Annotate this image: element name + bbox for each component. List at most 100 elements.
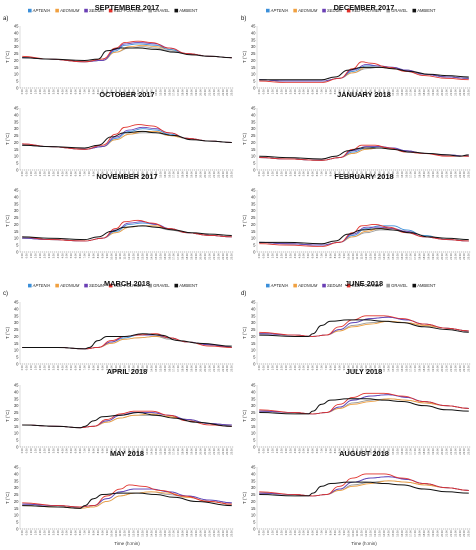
x-tick-label: 0:30	[262, 171, 266, 177]
x-tick-label: 22:00	[453, 253, 457, 260]
x-tick-label: 22:00	[453, 171, 457, 178]
y-tick-label: 10	[14, 154, 19, 159]
x-tick-label: 9:00	[100, 365, 104, 371]
legend-label: RED-POLYMER	[114, 283, 144, 288]
x-tick-label: 11:00	[118, 171, 122, 178]
y-tick-label: 10	[251, 431, 256, 436]
y-tick-label: 45	[251, 383, 256, 388]
y-tick-label: 5	[16, 438, 19, 443]
legend-swatch	[174, 8, 179, 13]
legend-swatch	[346, 283, 351, 288]
y-tick-label: 20	[14, 417, 19, 422]
x-tick-label: 18:00	[418, 253, 422, 260]
y-tick-label: 40	[14, 471, 19, 476]
y-tick-label: 30	[14, 485, 19, 490]
x-tick-label: 19:00	[427, 171, 431, 178]
x-tick-label: 14:00	[145, 253, 149, 260]
x-tick-label: 23:30	[230, 448, 234, 455]
x-tick-label: 12:30	[369, 530, 373, 537]
x-tick-label: 5:30	[69, 365, 73, 371]
x-tick-label: 7:00	[320, 365, 324, 371]
panel-label-d: d)	[241, 291, 246, 297]
series-line-aptenia	[259, 65, 469, 82]
x-tick-label: 4:00	[56, 448, 60, 454]
y-axis-label: T (°C)	[242, 214, 247, 227]
x-tick-label: 5:30	[69, 448, 73, 454]
x-tick-label: 10:30	[114, 365, 118, 372]
x-tick-label: 23:00	[462, 448, 466, 455]
x-tick-label: 6:00	[74, 253, 78, 259]
x-tick-label: 13:30	[141, 448, 145, 455]
legend-label: GRAVEL	[153, 283, 170, 288]
x-tick-label: 0:00	[257, 530, 261, 536]
x-tick-label: 4:00	[56, 365, 60, 371]
chart-title: JANUARY 2018	[337, 90, 391, 99]
x-tick-label: 17:30	[413, 365, 417, 372]
legend-swatch	[293, 8, 297, 13]
x-tick-label: 21:00	[444, 448, 448, 455]
x-tick-label: 11:00	[355, 89, 359, 96]
x-tick-label: 11:00	[355, 365, 359, 372]
y-tick-label: 10	[251, 72, 256, 77]
x-tick-label: 0:00	[20, 530, 24, 536]
x-tick-label: 0:30	[25, 253, 29, 259]
legend-label: RED-POLYMER	[352, 283, 382, 288]
x-tick-label: 12:30	[132, 448, 136, 455]
x-tick-label: 18:00	[181, 253, 185, 260]
x-tick-label: 23:00	[462, 530, 466, 537]
x-tick-label: 6:00	[74, 448, 78, 454]
x-tick-label: 9:30	[105, 365, 109, 371]
x-tick-label: 12:00	[127, 171, 131, 178]
x-tick-label: 0:30	[262, 253, 266, 259]
y-tick-label: 40	[14, 389, 19, 394]
x-tick-label: 6:30	[78, 171, 82, 177]
x-tick-label: 7:30	[87, 171, 91, 177]
x-tick-label: 13:00	[373, 171, 377, 178]
x-tick-label: 2:00	[38, 365, 42, 371]
x-tick-label: 19:00	[427, 530, 431, 537]
legend-swatch	[293, 283, 297, 288]
x-tick-label: 15:00	[391, 448, 395, 455]
series-line-sedum	[22, 334, 232, 350]
x-tick-label: 10:00	[109, 89, 113, 96]
x-tick-label: 14:30	[149, 530, 153, 537]
x-tick-label: 18:00	[181, 365, 185, 372]
y-tick-label: 30	[14, 126, 19, 131]
x-tick-label: 21:00	[207, 448, 211, 455]
x-tick-label: 20:30	[440, 530, 444, 537]
x-tick-label: 15:30	[395, 171, 399, 178]
x-tick-label: 15:00	[154, 253, 158, 260]
x-tick-label: 23:30	[467, 530, 471, 537]
x-tick-label: 6:00	[74, 365, 78, 371]
x-tick-label: 7:00	[320, 530, 324, 536]
x-tick-label: 12:00	[127, 530, 131, 537]
x-tick-label: 6:00	[311, 530, 315, 536]
series-line-aptenia	[259, 146, 469, 161]
x-tick-label: 19:30	[431, 253, 435, 260]
x-tick-label: 13:30	[378, 171, 382, 178]
y-tick-label: 20	[251, 417, 256, 422]
chart-title: MAY 2018	[110, 449, 144, 458]
x-tick-label: 9:00	[100, 89, 104, 95]
x-tick-label: 22:30	[458, 530, 462, 537]
legend-swatch	[84, 283, 88, 288]
x-tick-label: 23:30	[467, 89, 471, 96]
x-tick-label: 10:00	[109, 171, 113, 178]
x-tick-label: 16:30	[167, 530, 171, 537]
x-tick-label: 20:00	[198, 89, 202, 96]
x-tick-label: 2:00	[275, 89, 279, 95]
x-tick-label: 21:30	[449, 253, 453, 260]
x-tick-label: 5:00	[302, 530, 306, 536]
y-tick-label: 30	[251, 403, 256, 408]
x-tick-label: 18:30	[185, 530, 189, 537]
x-tick-label: 20:00	[198, 365, 202, 372]
panel-label-a: a)	[3, 16, 8, 22]
series-line-gravel	[259, 66, 469, 82]
x-tick-label: 11:30	[123, 365, 127, 372]
x-tick-label: 13:00	[373, 89, 377, 96]
x-axis-label: Time (h:min)	[351, 541, 377, 546]
x-tick-label: 21:00	[207, 530, 211, 537]
